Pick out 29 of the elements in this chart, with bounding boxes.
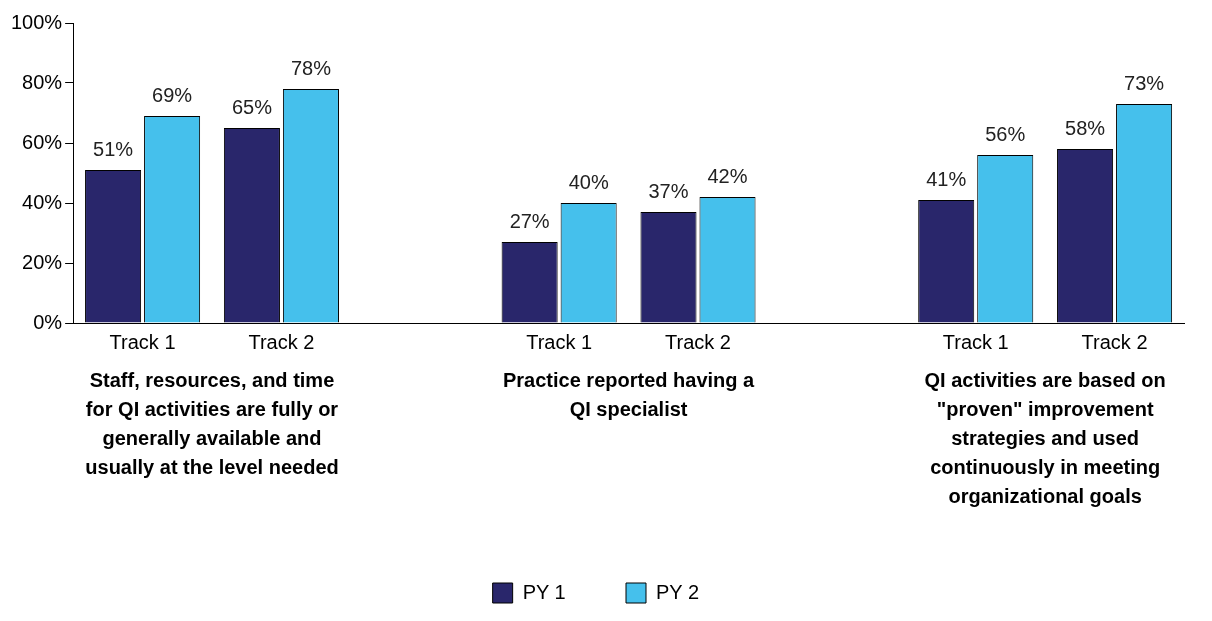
data-label: 27%	[509, 209, 550, 232]
data-label: 42%	[707, 164, 748, 187]
x-tick-label: Track 1	[942, 330, 1009, 353]
text: Practice reported having a QI specialist	[502, 368, 756, 420]
x-tick-label: Track 2	[1081, 330, 1148, 353]
data-label: 37%	[648, 179, 689, 202]
text: Staff, resources, and time for QI activities are fully or generally available and usually at the level needed	[85, 368, 339, 478]
x-tick-label: Track 1	[109, 330, 176, 353]
x-tick-label: Track 1	[526, 330, 593, 353]
legend-label: PY 2	[656, 580, 699, 603]
y-tick-label: 20%	[22, 250, 63, 273]
x-tick-label: Track 2	[665, 330, 731, 353]
data-label: 78%	[290, 56, 332, 79]
y-tick-label: 0%	[33, 310, 63, 333]
x-tick-label: Track 2	[248, 330, 315, 353]
data-label: 69%	[152, 83, 193, 106]
data-label: 56%	[985, 122, 1026, 145]
data-label: 58%	[1065, 116, 1106, 139]
y-tick-label: 60%	[22, 130, 63, 153]
data-label: 51%	[93, 137, 134, 160]
text: QI activities are based on "proven" improvement strategies and used continuously in meeting organizational goals	[924, 368, 1166, 507]
y-tick-label: 80%	[22, 70, 63, 93]
data-label: 73%	[1124, 71, 1165, 94]
legend-label: PY 1	[522, 580, 566, 603]
data-label: 41%	[926, 167, 967, 190]
y-tick-label: 40%	[22, 190, 63, 213]
data-label: 40%	[568, 170, 609, 193]
y-tick-label: 100%	[11, 10, 63, 33]
data-label: 65%	[231, 95, 273, 118]
